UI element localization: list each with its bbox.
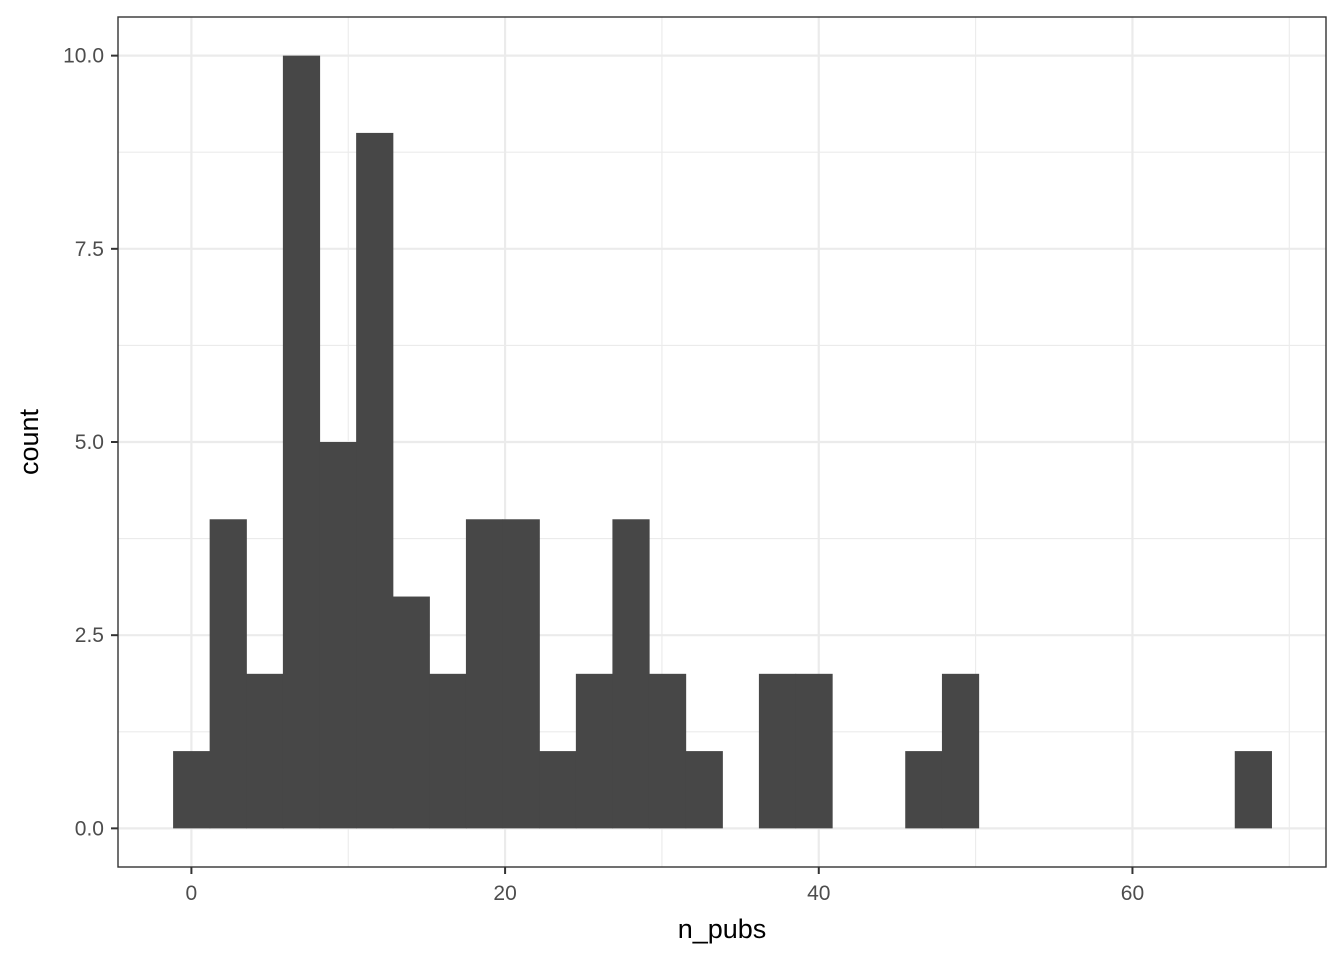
x-tick-label: 20: [493, 882, 516, 905]
histogram-bar-9: [502, 519, 540, 829]
histogram-bar-1: [209, 519, 247, 829]
histogram-bar-2: [246, 673, 284, 829]
histogram-bars: [173, 55, 1272, 829]
histogram-bar-20: [905, 751, 943, 829]
histogram-bar-12: [612, 519, 650, 829]
x-tick-label: 40: [807, 882, 830, 905]
histogram-bar-0: [173, 751, 211, 829]
x-tick-label: 0: [186, 882, 198, 905]
histogram-bar-8: [465, 519, 504, 829]
y-tick-label: 10.0: [63, 45, 104, 68]
histogram-bar-29: [1234, 751, 1272, 829]
histogram-bar-11: [575, 673, 614, 829]
y-tick-label: 7.5: [75, 238, 104, 261]
histogram-bar-10: [539, 751, 577, 829]
histogram-bar-7: [429, 673, 467, 829]
x-tick-label: 60: [1121, 882, 1144, 905]
histogram-bar-13: [648, 673, 687, 829]
histogram-bar-14: [685, 751, 723, 829]
histogram-bar-16: [758, 673, 797, 829]
histogram-bar-17: [795, 673, 833, 829]
x-axis-title: n_pubs: [678, 914, 767, 944]
histogram-bar-4: [319, 442, 357, 829]
y-tick-label: 5.0: [75, 431, 104, 454]
histogram-bar-3: [282, 55, 321, 829]
y-axis-title: count: [14, 408, 44, 475]
y-tick-label: 2.5: [75, 624, 104, 647]
histogram-bar-21: [941, 673, 980, 829]
histogram-bar-5: [356, 132, 394, 829]
histogram-bar-6: [392, 596, 430, 829]
y-axis-ticks: 0.0 2.5 5.0 7.5 10.0: [63, 45, 118, 840]
y-tick-label: 0.0: [75, 817, 104, 840]
x-axis-ticks: 0 20 40 60: [186, 867, 1144, 905]
